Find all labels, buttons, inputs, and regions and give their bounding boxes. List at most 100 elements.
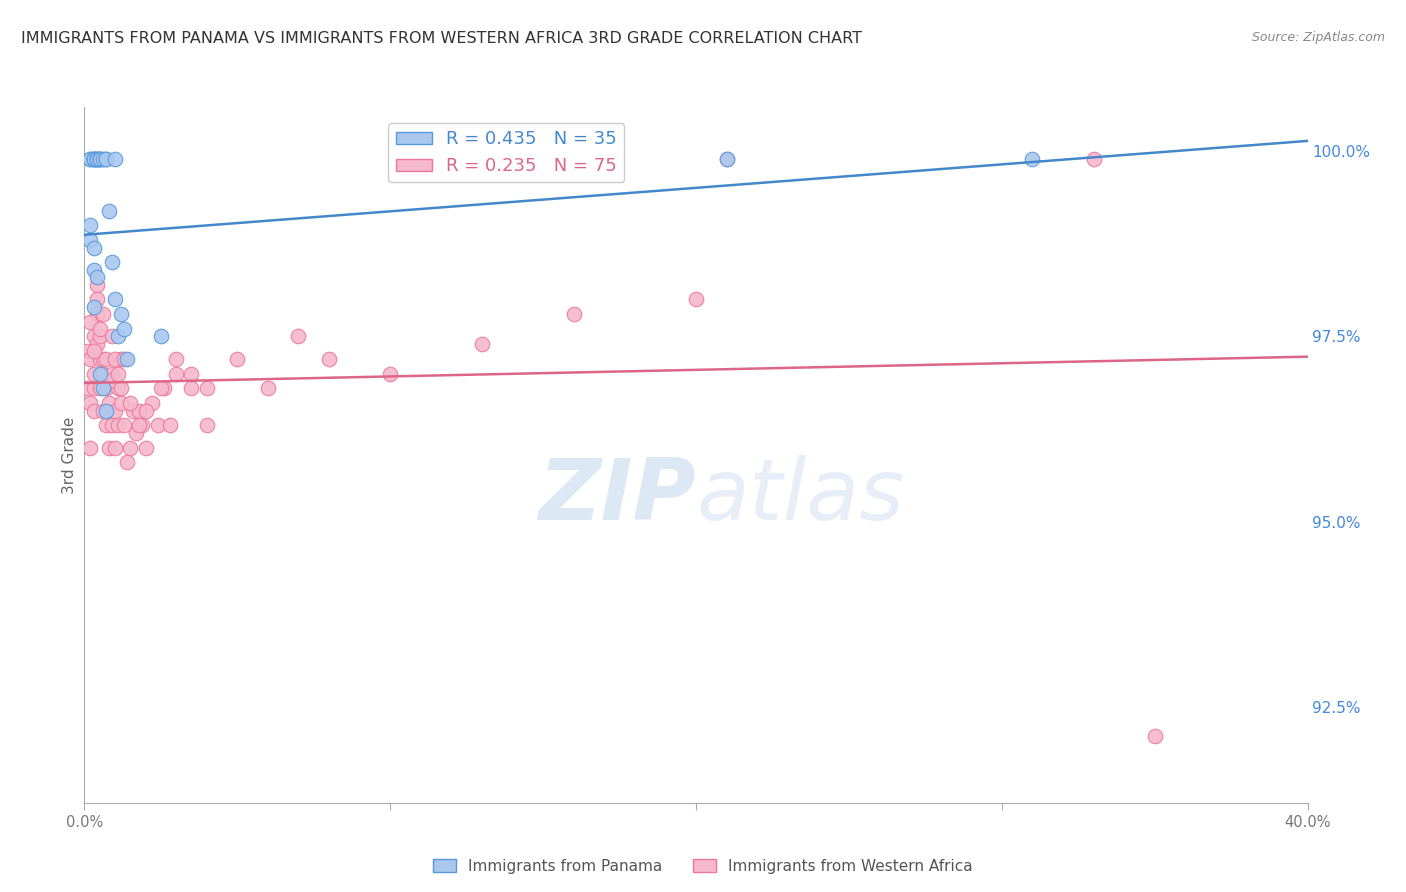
Point (101, 418, 124, 433)
Point (86, 270, 108, 285)
Point (110, 351, 132, 366)
Point (318, 351, 340, 366)
Y-axis label: 3rd Grade: 3rd Grade (62, 417, 77, 493)
Point (79, 233, 101, 247)
Point (115, 351, 138, 366)
Point (257, 381, 280, 395)
Point (110, 381, 132, 395)
Point (135, 403, 157, 417)
Point (165, 351, 187, 366)
Point (83, 241, 105, 255)
Point (86, 337, 108, 351)
Point (89, 152, 111, 166)
Point (86, 277, 108, 292)
Point (120, 441, 142, 455)
Point (83, 403, 105, 417)
Point (89, 351, 111, 366)
Text: ZIP: ZIP (538, 455, 696, 538)
Point (89, 381, 111, 395)
Point (76, 381, 98, 395)
Point (94, 351, 117, 366)
Point (141, 396, 163, 410)
Point (91, 351, 114, 366)
Point (146, 418, 169, 433)
Point (79, 441, 101, 455)
Point (107, 381, 129, 395)
Point (83, 152, 105, 166)
Point (107, 329, 129, 343)
Point (128, 403, 150, 417)
Text: IMMIGRANTS FROM PANAMA VS IMMIGRANTS FROM WESTERN AFRICA 3RD GRADE CORRELATION C: IMMIGRANTS FROM PANAMA VS IMMIGRANTS FRO… (21, 31, 862, 46)
Point (122, 403, 145, 417)
Point (94, 418, 117, 433)
Point (83, 300, 105, 314)
Point (195, 381, 218, 395)
Point (104, 441, 127, 455)
Point (159, 418, 181, 433)
Point (86, 307, 108, 321)
Point (83, 344, 105, 359)
Point (149, 329, 172, 343)
Point (107, 418, 129, 433)
Point (76, 344, 98, 359)
Point (89, 152, 111, 166)
Point (97, 441, 120, 455)
Point (83, 263, 105, 277)
Point (112, 351, 135, 366)
Point (153, 381, 176, 395)
Point (180, 367, 202, 381)
Point (685, 293, 707, 307)
Point (97, 203, 120, 218)
Point (120, 396, 142, 410)
Point (226, 351, 249, 366)
Point (115, 455, 138, 469)
Point (94, 152, 117, 166)
Text: atlas: atlas (696, 455, 904, 538)
Point (79, 152, 101, 166)
Point (83, 329, 105, 343)
Point (83, 152, 105, 166)
Point (716, 152, 738, 166)
Point (1083, 152, 1105, 166)
Point (104, 351, 127, 366)
Point (195, 418, 218, 433)
Point (101, 329, 124, 343)
Legend: R = 0.435   N = 35, R = 0.235   N = 75: R = 0.435 N = 35, R = 0.235 N = 75 (388, 123, 624, 183)
Point (562, 307, 585, 321)
Point (101, 255, 124, 269)
Point (94, 152, 117, 166)
Point (86, 152, 108, 166)
Point (83, 152, 105, 166)
Point (97, 396, 120, 410)
Point (79, 152, 101, 166)
Point (91, 307, 114, 321)
Point (128, 418, 150, 433)
Point (104, 293, 127, 307)
Point (79, 219, 101, 233)
Point (1143, 729, 1166, 743)
Point (101, 367, 124, 381)
Point (79, 351, 101, 366)
Point (86, 152, 108, 166)
Point (135, 441, 157, 455)
Point (91, 381, 114, 395)
Point (1021, 152, 1043, 166)
Point (97, 374, 120, 388)
Point (110, 307, 132, 321)
Point (79, 315, 101, 329)
Point (86, 152, 108, 166)
Point (131, 418, 153, 433)
Point (94, 381, 117, 395)
Point (91, 403, 114, 417)
Point (91, 152, 114, 166)
Legend: Immigrants from Panama, Immigrants from Western Africa: Immigrants from Panama, Immigrants from … (427, 853, 979, 880)
Point (287, 329, 309, 343)
Point (89, 322, 111, 336)
Point (165, 367, 187, 381)
Point (180, 381, 202, 395)
Point (83, 381, 105, 395)
Point (83, 152, 105, 166)
Point (104, 403, 127, 417)
Point (79, 396, 101, 410)
Point (716, 152, 738, 166)
